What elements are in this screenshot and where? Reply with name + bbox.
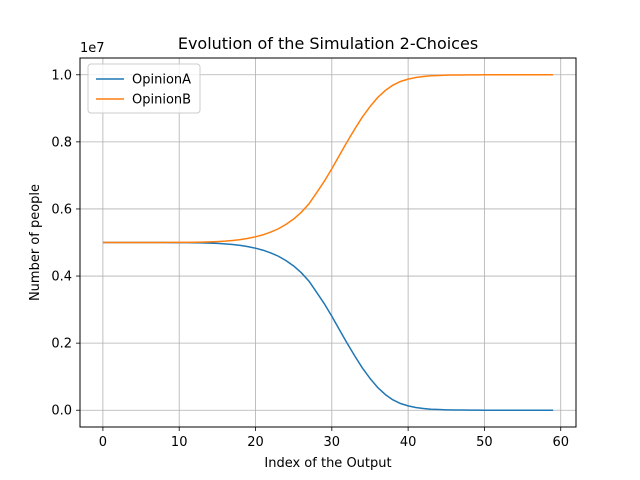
y-tick-label: 0.4 (51, 270, 72, 285)
x-tick-label: 60 (552, 435, 569, 450)
y-axis-label: Number of people (28, 184, 43, 301)
legend-box (87, 63, 201, 114)
series-line-opinionb (102, 74, 554, 244)
y-tick-label: 1.0 (51, 68, 72, 83)
legend: OpinionA OpinionB (87, 63, 201, 114)
legend-label-opinionb: OpinionB (132, 93, 191, 108)
y-tick-label: 0.6 (51, 202, 72, 217)
x-tick-label: 30 (324, 435, 341, 450)
series-lines (102, 74, 554, 411)
axis-ticks: 0 10 20 30 40 50 60 0.0 0.2 0.4 0.6 0.8 1.0 (51, 68, 569, 450)
x-tick-label: 10 (171, 435, 188, 450)
y-tick-label: 0.0 (51, 404, 72, 419)
y-tick-label: 0.2 (51, 337, 72, 352)
x-tick-label: 40 (400, 435, 417, 450)
x-tick-label: 0 (99, 435, 107, 450)
y-tick-label: 0.8 (51, 135, 72, 150)
x-tick-label: 20 (247, 435, 264, 450)
y-axis-offset-label: 1e7 (80, 41, 105, 56)
legend-label-opiniona: OpinionA (132, 73, 191, 88)
x-tick-label: 50 (476, 435, 493, 450)
x-axis-label: Index of the Output (264, 456, 391, 471)
plot-area-frame (79, 57, 577, 428)
chart-title: Evolution of the Simulation 2-Choices (178, 34, 478, 53)
